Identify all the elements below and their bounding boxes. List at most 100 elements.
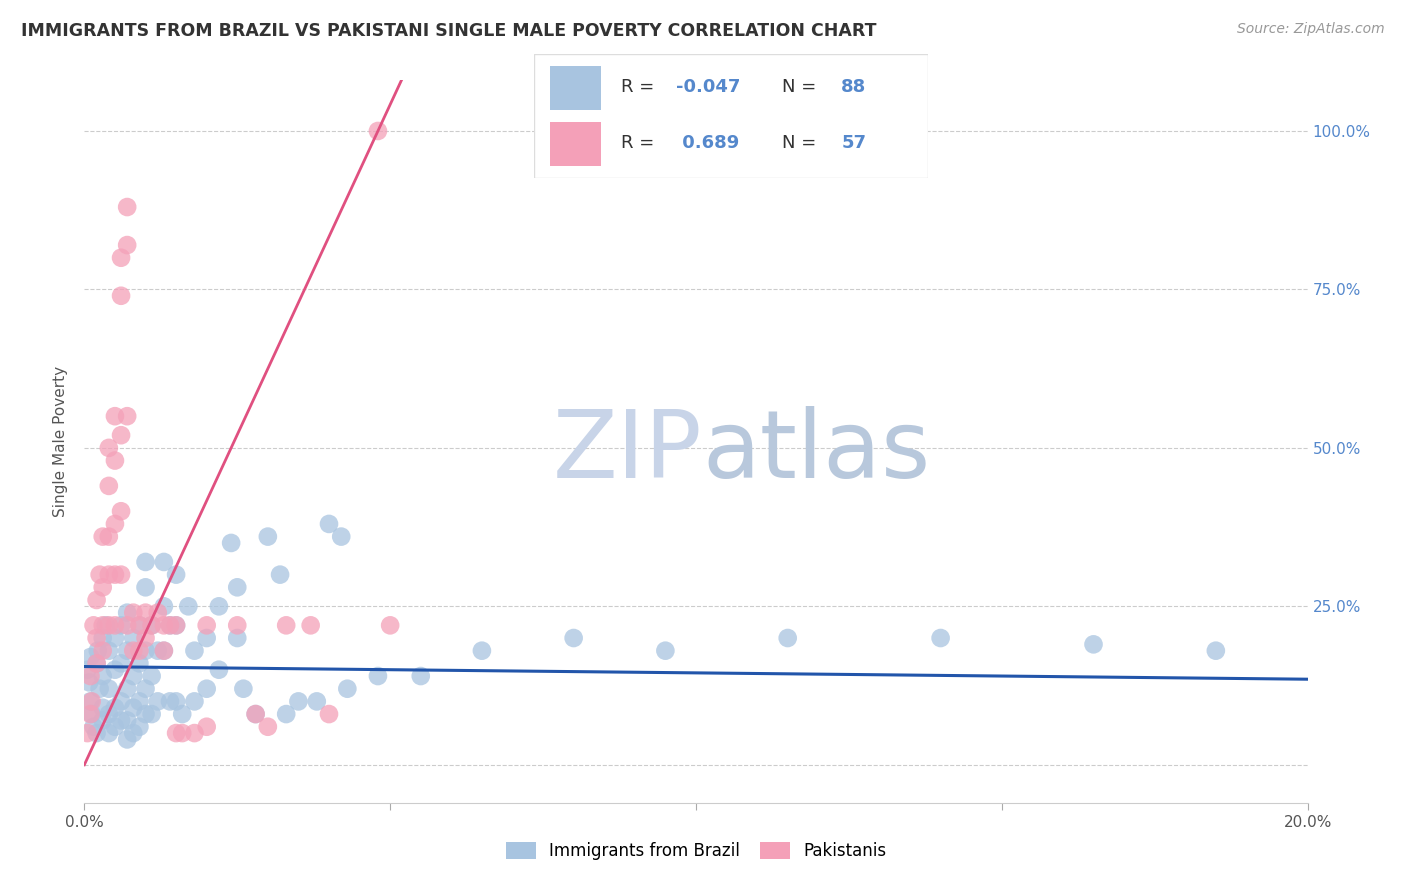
Point (110, 694, 132, 708)
FancyBboxPatch shape (550, 66, 602, 110)
Point (135, 606, 157, 620)
Text: 88: 88 (841, 78, 866, 96)
Point (97, 530, 120, 544)
Point (115, 238, 138, 252)
Point (128, 618, 150, 632)
Point (115, 732, 138, 747)
Point (97, 707, 120, 722)
Point (97, 567, 120, 582)
Point (79, 694, 101, 708)
Point (91, 669, 114, 683)
Point (104, 720, 127, 734)
Point (929, 631, 952, 645)
Point (195, 720, 218, 734)
Point (471, 643, 494, 657)
Point (219, 536, 242, 550)
Point (153, 643, 176, 657)
Point (135, 555, 157, 569)
Point (86, 726, 108, 740)
Point (146, 643, 169, 657)
Point (135, 643, 157, 657)
Point (110, 289, 132, 303)
Point (128, 720, 150, 734)
Point (110, 567, 132, 582)
Point (141, 618, 163, 632)
Point (122, 606, 145, 620)
Point (276, 618, 298, 632)
Point (245, 707, 267, 722)
Point (115, 409, 138, 424)
Point (86, 631, 108, 645)
Point (115, 606, 138, 620)
Point (141, 618, 163, 632)
Point (87, 643, 110, 657)
Point (153, 618, 176, 632)
Point (330, 530, 353, 544)
Y-axis label: Single Male Poverty: Single Male Poverty (53, 366, 69, 517)
Text: 57: 57 (841, 135, 866, 153)
Point (165, 726, 187, 740)
Point (91, 530, 114, 544)
Point (79, 650, 101, 665)
Point (135, 707, 157, 722)
Point (115, 714, 138, 728)
Point (97, 643, 120, 657)
Point (115, 200, 138, 214)
Text: 0.689: 0.689 (676, 135, 740, 153)
Point (83, 618, 105, 632)
Point (318, 707, 340, 722)
Point (159, 694, 181, 708)
Point (89, 567, 111, 582)
Point (89, 681, 111, 696)
Point (122, 631, 145, 645)
Point (122, 726, 145, 740)
Point (336, 681, 359, 696)
Point (153, 643, 176, 657)
Point (208, 663, 231, 677)
Point (654, 643, 676, 657)
FancyBboxPatch shape (534, 54, 928, 178)
Point (141, 669, 163, 683)
Point (91, 714, 114, 728)
Point (80, 707, 103, 722)
Point (110, 251, 132, 265)
Point (299, 618, 322, 632)
Point (1205, 643, 1227, 657)
Point (226, 618, 249, 632)
Point (165, 618, 187, 632)
Point (91, 700, 114, 714)
Point (153, 599, 176, 614)
Point (245, 707, 267, 722)
Point (122, 669, 145, 683)
Point (165, 694, 187, 708)
Point (367, 124, 389, 138)
Point (146, 694, 169, 708)
Point (141, 707, 163, 722)
Point (110, 618, 132, 632)
Point (257, 720, 280, 734)
Point (104, 409, 127, 424)
Point (128, 657, 150, 671)
Point (110, 714, 132, 728)
Point (226, 631, 249, 645)
Point (367, 669, 389, 683)
Point (104, 618, 127, 632)
Legend: Immigrants from Brazil, Pakistanis: Immigrants from Brazil, Pakistanis (499, 835, 893, 867)
Point (115, 643, 138, 657)
Point (562, 631, 585, 645)
Text: Source: ZipAtlas.com: Source: ZipAtlas.com (1237, 22, 1385, 37)
Point (177, 599, 200, 614)
Point (83, 720, 105, 734)
Point (128, 618, 150, 632)
Point (97, 618, 120, 632)
Point (110, 504, 132, 518)
Point (122, 643, 145, 657)
Point (79, 707, 101, 722)
Point (104, 516, 127, 531)
Point (269, 567, 291, 582)
Point (305, 694, 328, 708)
Point (104, 631, 127, 645)
Point (91, 643, 114, 657)
Point (97, 726, 120, 740)
Point (287, 694, 309, 708)
